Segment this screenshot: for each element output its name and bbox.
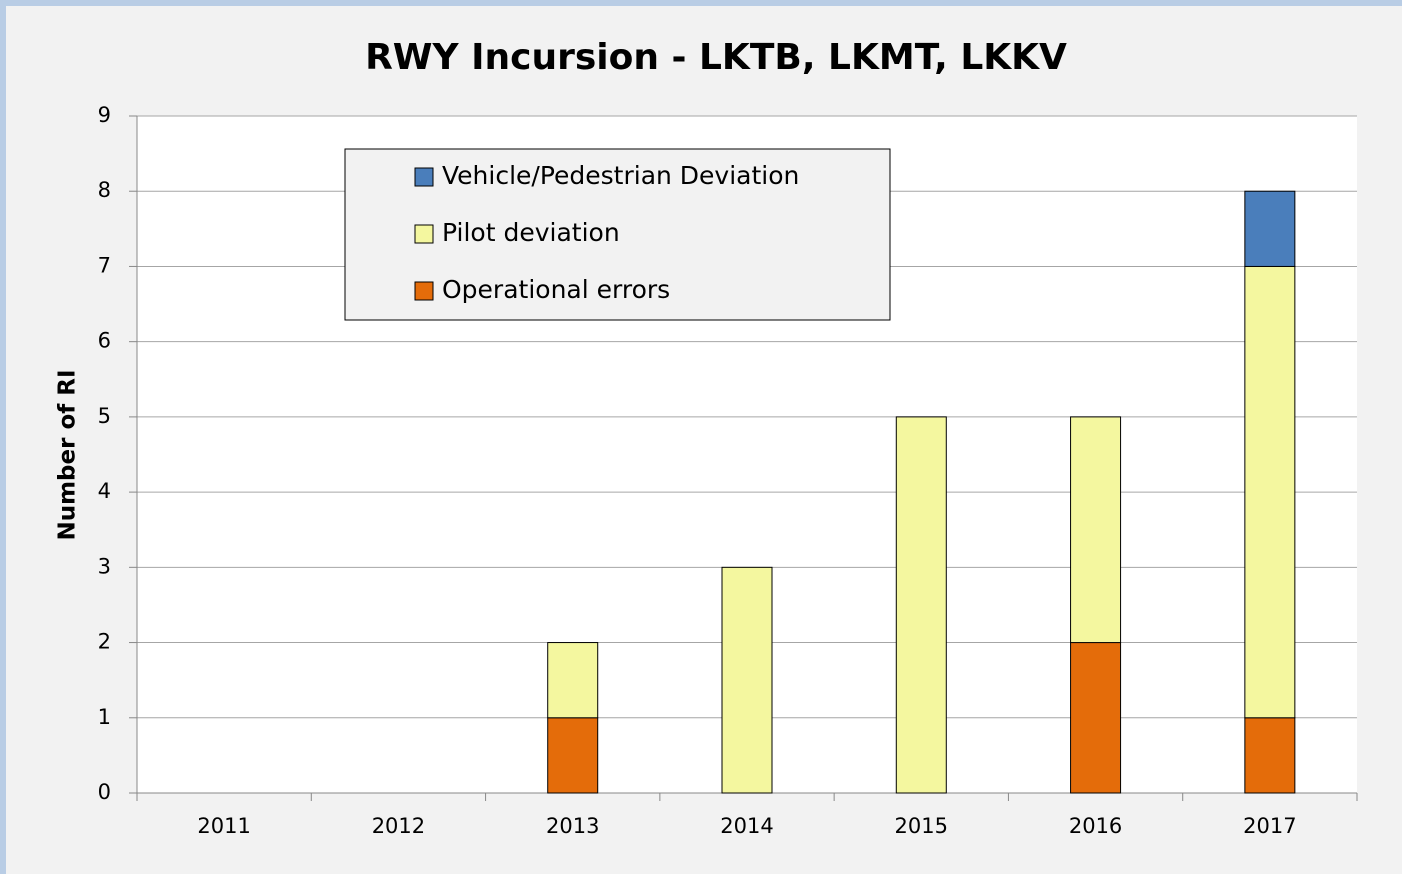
x-tick-label: 2013 [546, 814, 599, 838]
x-tick-label: 2012 [372, 814, 425, 838]
y-tick-label: 6 [98, 329, 111, 353]
y-tick-label: 3 [98, 554, 111, 578]
bar-segment [1070, 642, 1122, 794]
legend-box [344, 148, 891, 321]
y-tick-label: 5 [98, 404, 111, 428]
bar-segment [721, 566, 773, 794]
x-tick-label: 2016 [1069, 814, 1122, 838]
x-tick-label: 2015 [895, 814, 948, 838]
y-tick-label: 9 [98, 103, 111, 127]
x-tick-label: 2011 [197, 814, 250, 838]
x-tick-label: 2017 [1243, 814, 1296, 838]
chart-title: RWY Incursion - LKTB, LKMT, LKKV [365, 37, 1067, 78]
y-tick-label: 2 [98, 630, 111, 654]
legend-label: Operational errors [442, 275, 670, 304]
bar-segment [547, 642, 599, 719]
legend-label: Pilot deviation [442, 218, 620, 247]
legend-swatch [414, 281, 434, 301]
y-tick-label: 7 [98, 253, 111, 277]
y-tick-label: 1 [98, 705, 111, 729]
frame-left [0, 0, 6, 874]
y-tick-label: 0 [98, 780, 111, 804]
bar-segment [547, 717, 599, 794]
legend-swatch [414, 167, 434, 187]
bar-segment [1244, 717, 1296, 794]
frame-top [0, 0, 1402, 6]
bar-segment [1244, 265, 1296, 719]
bar-segment [1244, 190, 1296, 267]
bar-segment [895, 416, 947, 794]
y-tick-label: 4 [98, 479, 111, 503]
y-tick-label: 8 [98, 178, 111, 202]
bar-segment [1070, 416, 1122, 644]
x-tick-label: 2014 [720, 814, 773, 838]
y-axis-label: Number of RI [55, 369, 81, 540]
legend-swatch [414, 224, 434, 244]
legend-label: Vehicle/Pedestrian Deviation [442, 161, 799, 190]
